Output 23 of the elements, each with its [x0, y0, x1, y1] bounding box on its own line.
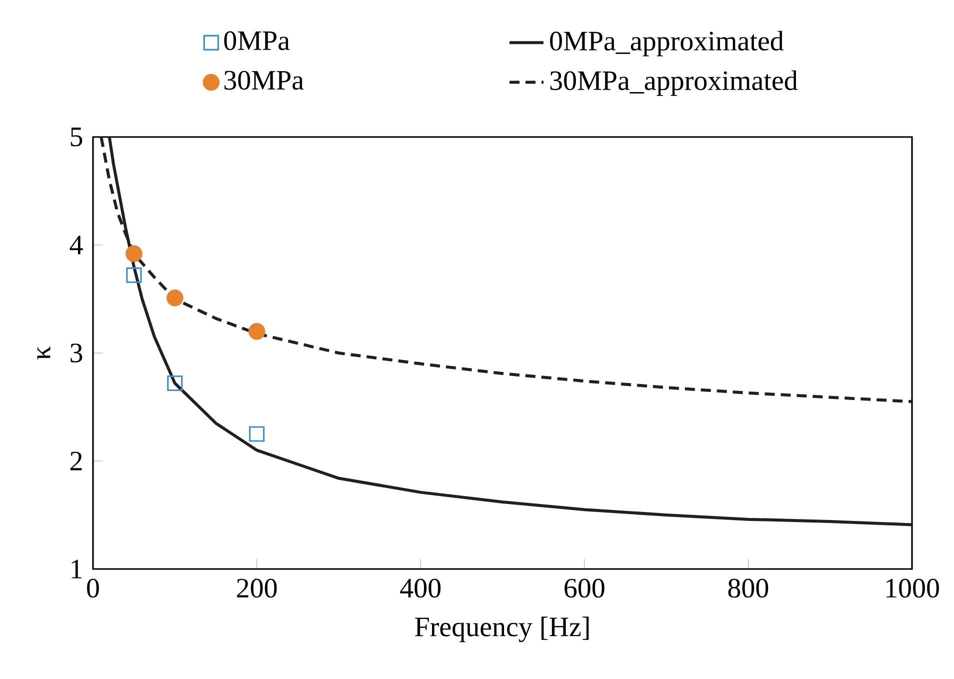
point [248, 323, 266, 340]
legend-label: 30MPa [224, 70, 304, 90]
y-tick-label: 1 [72, 560, 82, 578]
y-axis-title: κ [37, 346, 50, 360]
point [249, 426, 265, 442]
x-tick-label: 1000 [886, 578, 939, 598]
x-tick-label: 400 [400, 578, 441, 598]
x-axis-title: Frequency [Hz] [415, 616, 589, 642]
point [126, 267, 142, 284]
x-tick-label: 0 [87, 578, 99, 598]
point [167, 375, 183, 392]
x-tick-label: 600 [564, 578, 604, 598]
y-tick-label: 5 [70, 128, 82, 146]
x-tick-label: 800 [728, 578, 768, 598]
point [166, 290, 184, 306]
point [126, 245, 142, 262]
y-tick-label: 3 [70, 344, 82, 362]
legend-label: 0MPa_approximated [550, 30, 784, 56]
y-tick-label: 2 [70, 452, 82, 470]
legend-label: 0MPa [224, 31, 290, 50]
legend-label: 30MPa_approximated [550, 70, 798, 96]
x-tick-label: 200 [237, 578, 277, 598]
y-tick-label: 4 [70, 236, 83, 254]
